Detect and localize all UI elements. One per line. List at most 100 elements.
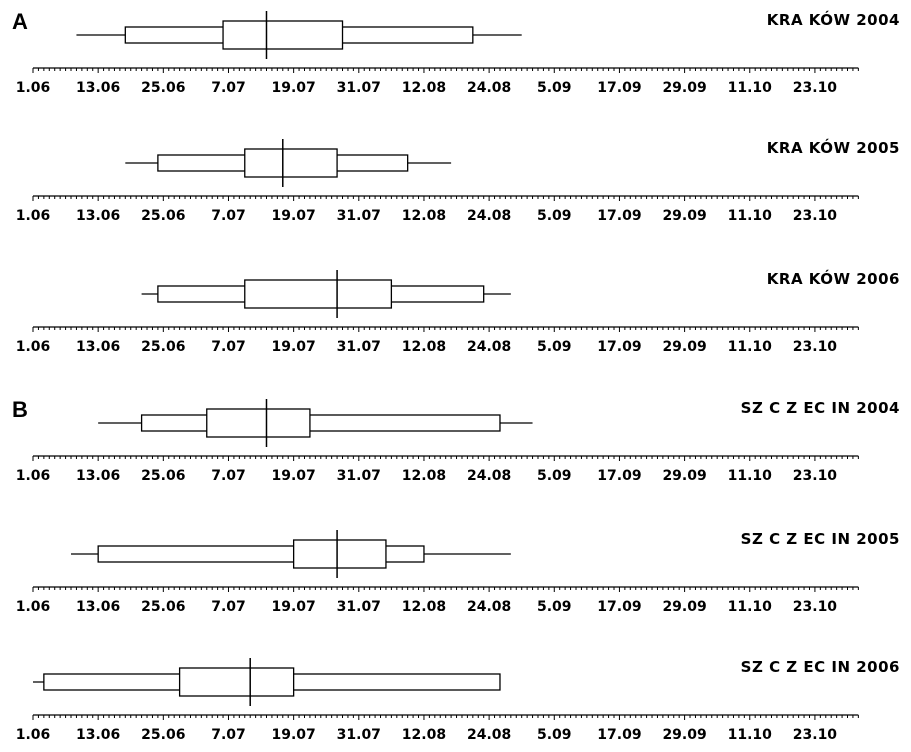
x-tick-label: 24.08 [467, 208, 511, 224]
x-tick-label: 1.06 [16, 727, 51, 743]
x-tick-label: 24.08 [467, 468, 511, 484]
x-tick-label: 17.09 [597, 727, 641, 743]
section-letter-b: B [12, 397, 28, 422]
x-tick-label: 31.07 [337, 599, 381, 615]
x-tick-label: 12.08 [402, 339, 446, 355]
x-tick-label: 5.09 [537, 727, 572, 743]
x-tick-label: 7.07 [211, 468, 246, 484]
x-tick-label: 12.08 [402, 599, 446, 615]
x-axis-ticks [32, 456, 859, 461]
x-tick-label: 17.09 [597, 80, 641, 96]
x-tick-label: 7.07 [211, 339, 246, 355]
x-tick-label: 25.06 [141, 599, 185, 615]
x-tick-label: 25.06 [141, 208, 185, 224]
x-tick-label: 5.09 [537, 468, 572, 484]
x-tick-label: 24.08 [467, 727, 511, 743]
x-tick-label: 12.08 [402, 208, 446, 224]
box-inner [206, 408, 311, 438]
x-tick-label: 11.10 [728, 80, 773, 96]
x-tick-label: 12.08 [402, 80, 446, 96]
x-tick-label: 13.06 [76, 468, 120, 484]
x-axis-ticks [32, 196, 859, 201]
x-tick-label: 23.10 [793, 468, 838, 484]
x-tick-label: 5.09 [537, 208, 572, 224]
x-tick-label: 17.09 [597, 468, 641, 484]
box-outer [140, 414, 501, 432]
x-tick-label: 17.09 [597, 599, 641, 615]
x-tick-label: 25.06 [141, 80, 185, 96]
x-tick-label: 5.09 [537, 599, 572, 615]
box-inner [244, 279, 393, 309]
x-tick-label: 1.06 [16, 599, 51, 615]
x-tick-label: 11.10 [728, 339, 773, 355]
x-tick-label: 13.06 [76, 599, 120, 615]
x-tick-label: 24.08 [467, 599, 511, 615]
x-tick-label: 31.07 [337, 339, 381, 355]
x-tick-label: 11.10 [728, 208, 773, 224]
x-tick-label: 13.06 [76, 339, 120, 355]
panel-5: SZ C Z EC IN 2005 1.06 13.06 25.06 7.07 19.07… [16, 530, 900, 615]
panel-3: KRA KÓW 2006 1.06 13.06 25.06 7.07 19.07 31.07… [16, 269, 900, 355]
x-tick-label: 25.06 [141, 727, 185, 743]
x-tick-label: 29.09 [662, 599, 706, 615]
x-tick-label: 29.09 [662, 339, 706, 355]
x-tick-label: 29.09 [662, 727, 706, 743]
x-tick-label: 17.09 [597, 208, 641, 224]
x-tick-label: 24.08 [467, 339, 511, 355]
x-tick-label: 23.10 [793, 80, 838, 96]
x-tick-label: 11.10 [728, 599, 773, 615]
x-tick-label: 19.07 [271, 339, 315, 355]
section-letter-a: A [12, 9, 28, 34]
x-tick-label: 1.06 [16, 468, 51, 484]
x-tick-label: 19.07 [271, 599, 315, 615]
panel-title: KRA KÓW 2005 [767, 138, 900, 157]
x-tick-label: 29.09 [662, 468, 706, 484]
x-tick-label: 13.06 [76, 208, 120, 224]
x-tick-label: 19.07 [271, 208, 315, 224]
x-tick-label: 13.06 [76, 727, 120, 743]
x-tick-label: 1.06 [16, 80, 51, 96]
x-tick-label: 23.10 [793, 599, 838, 615]
x-tick-label: 24.08 [467, 80, 511, 96]
x-tick-label: 11.10 [728, 468, 773, 484]
x-tick-label: 5.09 [537, 80, 572, 96]
x-tick-label: 7.07 [211, 80, 246, 96]
x-tick-label: 12.08 [402, 468, 446, 484]
panel-4: SZ C Z EC IN 2004 1.06 13.06 25.06 7.07 19.07… [16, 399, 900, 484]
x-axis-ticks [32, 587, 859, 592]
x-tick-label: 31.07 [337, 80, 381, 96]
box-inner [222, 20, 344, 50]
x-tick-label: 23.10 [793, 208, 838, 224]
x-tick-label: 7.07 [211, 599, 246, 615]
panel-6: SZ C Z EC IN 2006 1.06 13.06 25.06 7.07 19.07… [16, 658, 900, 743]
box-inner [178, 667, 295, 697]
x-tick-label: 7.07 [211, 727, 246, 743]
x-tick-label: 5.09 [537, 339, 572, 355]
x-tick-label: 13.06 [76, 80, 120, 96]
x-tick-label: 25.06 [141, 468, 185, 484]
panel-title: SZ C Z EC IN 2006 [741, 658, 900, 676]
x-axis-ticks [32, 68, 859, 73]
x-axis-ticks [32, 715, 859, 720]
x-axis-ticks [32, 327, 859, 332]
x-tick-label: 31.07 [337, 468, 381, 484]
x-tick-label: 29.09 [662, 208, 706, 224]
panel-title: SZ C Z EC IN 2005 [741, 530, 900, 548]
x-tick-label: 17.09 [597, 339, 641, 355]
x-tick-label: 12.08 [402, 727, 446, 743]
x-tick-label: 1.06 [16, 339, 51, 355]
box-inner [244, 148, 338, 178]
box-inner [292, 539, 387, 569]
x-tick-label: 1.06 [16, 208, 51, 224]
panel-2: KRA KÓW 2005 1.06 13.06 25.06 7.07 19.07 31.07… [16, 138, 900, 224]
panel-title: SZ C Z EC IN 2004 [741, 399, 900, 417]
x-tick-label: 19.07 [271, 727, 315, 743]
x-tick-label: 31.07 [337, 727, 381, 743]
panel-title: KRA KÓW 2006 [767, 269, 900, 288]
x-tick-label: 23.10 [793, 727, 838, 743]
x-tick-label: 11.10 [728, 727, 773, 743]
x-tick-label: 7.07 [211, 208, 246, 224]
x-tick-label: 19.07 [271, 468, 315, 484]
x-tick-label: 29.09 [662, 80, 706, 96]
